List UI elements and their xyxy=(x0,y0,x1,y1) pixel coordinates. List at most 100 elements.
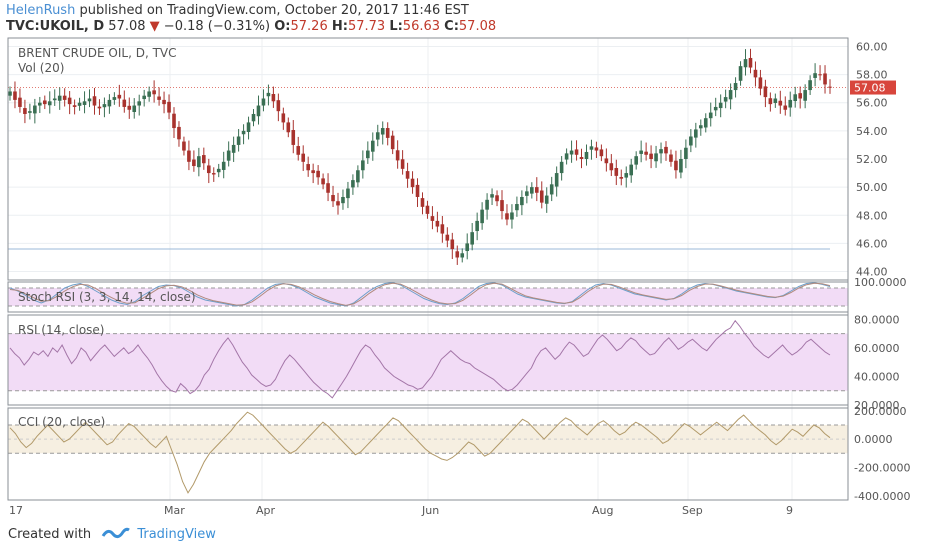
candle xyxy=(291,120,296,154)
indicator-tick-label: 60.0000 xyxy=(854,342,900,355)
candle xyxy=(107,94,112,114)
tradingview-brand[interactable]: TradingView xyxy=(137,527,216,542)
date-tick-label: 9 xyxy=(786,504,793,517)
candle xyxy=(87,89,92,108)
candle xyxy=(216,163,221,178)
candle xyxy=(798,86,802,109)
candle-body xyxy=(778,100,783,106)
candle xyxy=(266,84,271,106)
candle-body xyxy=(361,160,365,171)
candle-body xyxy=(197,156,201,168)
candle xyxy=(564,148,569,165)
candle-body xyxy=(569,150,574,155)
candle xyxy=(430,206,435,230)
candle xyxy=(47,91,52,114)
candle xyxy=(450,232,455,260)
candle xyxy=(341,189,345,210)
candle-body xyxy=(738,66,743,81)
candle xyxy=(778,90,783,114)
candle xyxy=(773,93,778,108)
candle xyxy=(77,97,82,111)
candle xyxy=(102,97,107,118)
candle xyxy=(515,196,519,217)
candle xyxy=(142,89,146,107)
candle-body xyxy=(380,128,385,135)
indicator-tick-label: 200.0000 xyxy=(854,405,907,418)
candle xyxy=(286,117,291,138)
candle-body xyxy=(440,224,445,234)
candle-body xyxy=(8,91,12,96)
candle xyxy=(594,141,599,159)
candle-body xyxy=(251,113,256,122)
candle-body xyxy=(470,232,474,245)
candle xyxy=(261,89,266,112)
candle-body xyxy=(231,144,236,153)
candle-body xyxy=(773,98,778,104)
high-value: 57.73 xyxy=(347,19,386,34)
candle-body xyxy=(539,190,544,203)
published-text: published on TradingView.com, October 20… xyxy=(75,3,469,18)
candle-body xyxy=(495,195,499,202)
candle xyxy=(763,79,768,108)
candle-body xyxy=(341,196,345,204)
candle-body xyxy=(47,101,52,106)
candle-body xyxy=(261,98,266,106)
candle xyxy=(271,86,276,108)
candle-body xyxy=(370,140,375,152)
price-tick-label: 54.00 xyxy=(856,125,888,138)
candle xyxy=(669,149,673,167)
author-link[interactable]: HelenRush xyxy=(6,3,76,18)
candle-body xyxy=(142,95,146,100)
header-line-2: TVC:UKOIL, D 57.08 ▼ −0.18 (−0.31%) O:57… xyxy=(6,19,496,34)
candle xyxy=(192,150,196,172)
candle xyxy=(321,173,325,190)
candle xyxy=(157,87,161,106)
candle xyxy=(326,173,330,202)
open-value: 57.26 xyxy=(290,19,328,34)
candle-body xyxy=(385,128,390,138)
candle xyxy=(440,215,445,243)
indicator-tick-label: -400.0000 xyxy=(854,490,910,503)
price-change: −0.18 (−0.31%) xyxy=(163,19,271,34)
candle xyxy=(505,204,509,226)
candle-body xyxy=(584,151,589,159)
candle xyxy=(818,65,822,81)
candle xyxy=(718,94,723,118)
indicator-tick-label: -200.0000 xyxy=(854,461,910,474)
indicator-tick-label: 0.0000 xyxy=(854,433,893,446)
footer: Created with TradingView xyxy=(8,526,216,542)
candle-body xyxy=(594,147,599,151)
candle xyxy=(530,182,534,199)
candle xyxy=(67,91,72,115)
candle-body xyxy=(236,136,241,145)
candle-body xyxy=(172,113,176,129)
candle xyxy=(480,202,484,230)
date-tick-label: Sep xyxy=(682,504,703,517)
candle-body xyxy=(246,122,251,132)
candle-body xyxy=(306,164,310,171)
candle-body xyxy=(316,170,320,178)
candle xyxy=(251,109,256,127)
candle-body xyxy=(669,154,673,162)
candle-body xyxy=(311,170,315,174)
low-label: L: xyxy=(389,19,403,34)
candle-body xyxy=(579,157,584,159)
candle-body xyxy=(356,170,360,183)
candle-body xyxy=(465,243,470,252)
candle-body xyxy=(813,73,817,78)
candle-body xyxy=(216,168,221,173)
candle xyxy=(405,162,410,188)
candle-body xyxy=(708,112,713,119)
candle xyxy=(649,145,653,169)
price-tick-label: 46.00 xyxy=(856,237,888,250)
candle xyxy=(455,245,460,265)
candle xyxy=(256,95,261,125)
candle xyxy=(162,91,166,114)
candle xyxy=(619,169,624,186)
candle-body xyxy=(33,105,37,114)
candle-body xyxy=(241,130,246,135)
candle-body xyxy=(450,239,455,250)
candle-body xyxy=(554,173,559,187)
candle-body xyxy=(321,178,325,185)
